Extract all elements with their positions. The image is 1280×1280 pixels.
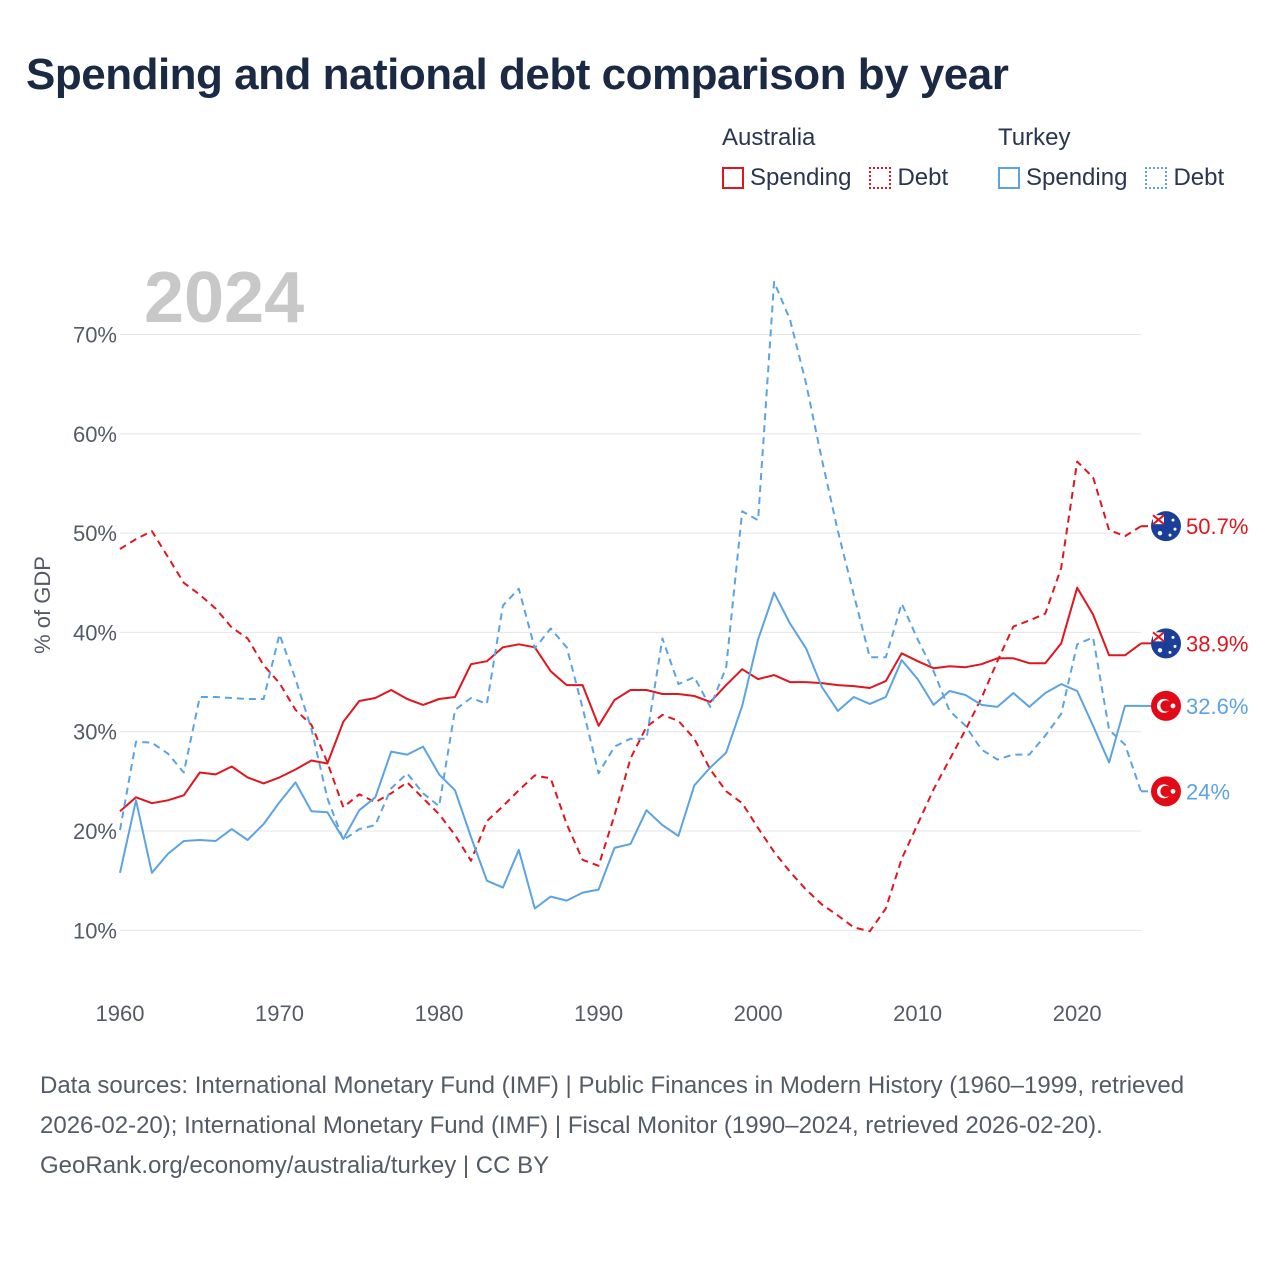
series-line-turkey-spending [119, 591, 1141, 910]
dotted-swatch-icon [1145, 167, 1168, 189]
flag-star [1168, 533, 1172, 537]
line-chart: 2024 10%20%30%40%50%60%70% 1960 1970 1980 1… [30, 258, 1248, 1026]
series-line-australia-spending [119, 586, 1142, 812]
year-label: 2024 [144, 258, 304, 338]
solid-swatch-icon [722, 167, 744, 189]
flag-crescent-cut [1160, 700, 1172, 712]
y-tick-label: 60% [73, 422, 117, 447]
legend-item-australia-debt[interactable]: Debt [869, 164, 948, 192]
series-line-australia-debt [119, 460, 1142, 933]
series-line-turkey-debt [119, 280, 1142, 841]
y-axis-label: % of GDP [30, 556, 55, 654]
x-tick-label: 1960 [96, 1001, 145, 1026]
footer: Data sources: International Monetary Fun… [40, 1066, 1240, 1186]
end-value-label: 32.6% [1186, 694, 1248, 719]
legend-item-turkey-debt[interactable]: Debt [1145, 164, 1224, 192]
legend-item-label: Spending [1026, 164, 1128, 191]
x-tick-label: 1970 [255, 1001, 304, 1026]
y-tick-label: 50% [73, 521, 117, 546]
end-value-label: 24% [1186, 779, 1230, 804]
australia-flag-icon [1151, 511, 1181, 542]
x-tick-label: 1980 [415, 1001, 464, 1026]
turkey-flag-icon [1151, 776, 1181, 807]
y-tick-label: 10% [73, 918, 117, 943]
dotted-swatch-icon [869, 167, 892, 189]
flag-crescent-cut [1160, 785, 1172, 797]
legend-group-name: Turkey [998, 124, 1071, 151]
legend-group-turkey: Turkey Spending Debt [998, 124, 1224, 192]
solid-swatch-icon [998, 167, 1020, 189]
series-group [119, 280, 1142, 933]
legend-item-label: Spending [750, 164, 852, 191]
turkey-flag-icon [1151, 690, 1181, 721]
end-value-label: 50.7% [1186, 514, 1248, 539]
end-value-label: 38.9% [1186, 631, 1248, 656]
flag-star [1157, 530, 1163, 536]
y-axis: 10% 20% 30% 40% 50% 60% 70% [73, 323, 117, 944]
x-tick-label: 2000 [734, 1001, 783, 1026]
legend-group-name: Australia [722, 124, 816, 151]
chart-title: Spending and national debt comparison by… [26, 50, 1009, 99]
x-axis: 1960 1970 1980 1990 2000 2010 2020 [96, 1001, 1102, 1026]
legend-item-australia-spending[interactable]: Spending [722, 164, 851, 192]
y-tick-label: 70% [73, 323, 117, 348]
legend-group-australia: Australia Spending Debt [722, 124, 948, 192]
credit-link[interactable]: GeoRank.org/economy/australia/turkey | C… [40, 1152, 550, 1179]
flag-star [1173, 527, 1177, 531]
flag-star [1171, 635, 1175, 639]
y-tick-label: 20% [73, 819, 117, 844]
y-tick-label: 30% [73, 720, 117, 745]
legend-item-turkey-spending[interactable]: Spending [998, 164, 1127, 192]
flag-cross [1152, 631, 1165, 643]
x-tick-label: 1990 [574, 1001, 623, 1026]
flag-star [1170, 788, 1176, 794]
flag-star [1171, 518, 1175, 522]
end-markers: 50.7% 38.9% 32.6% 24% [1141, 511, 1248, 807]
x-tick-label: 2020 [1053, 1001, 1102, 1026]
flag-star [1157, 648, 1163, 653]
australia-flag-icon [1151, 628, 1181, 659]
flag-star [1173, 644, 1177, 648]
y-tick-label: 40% [73, 620, 117, 645]
flag-cross [1152, 514, 1165, 525]
flag-star [1170, 703, 1176, 709]
legend-item-label: Debt [1173, 164, 1225, 191]
data-sources: Data sources: International Monetary Fun… [40, 1072, 1185, 1139]
legend-item-label: Debt [897, 164, 949, 191]
grid-lines [120, 334, 1141, 931]
x-tick-label: 2010 [893, 1001, 942, 1026]
flag-star [1168, 650, 1172, 654]
